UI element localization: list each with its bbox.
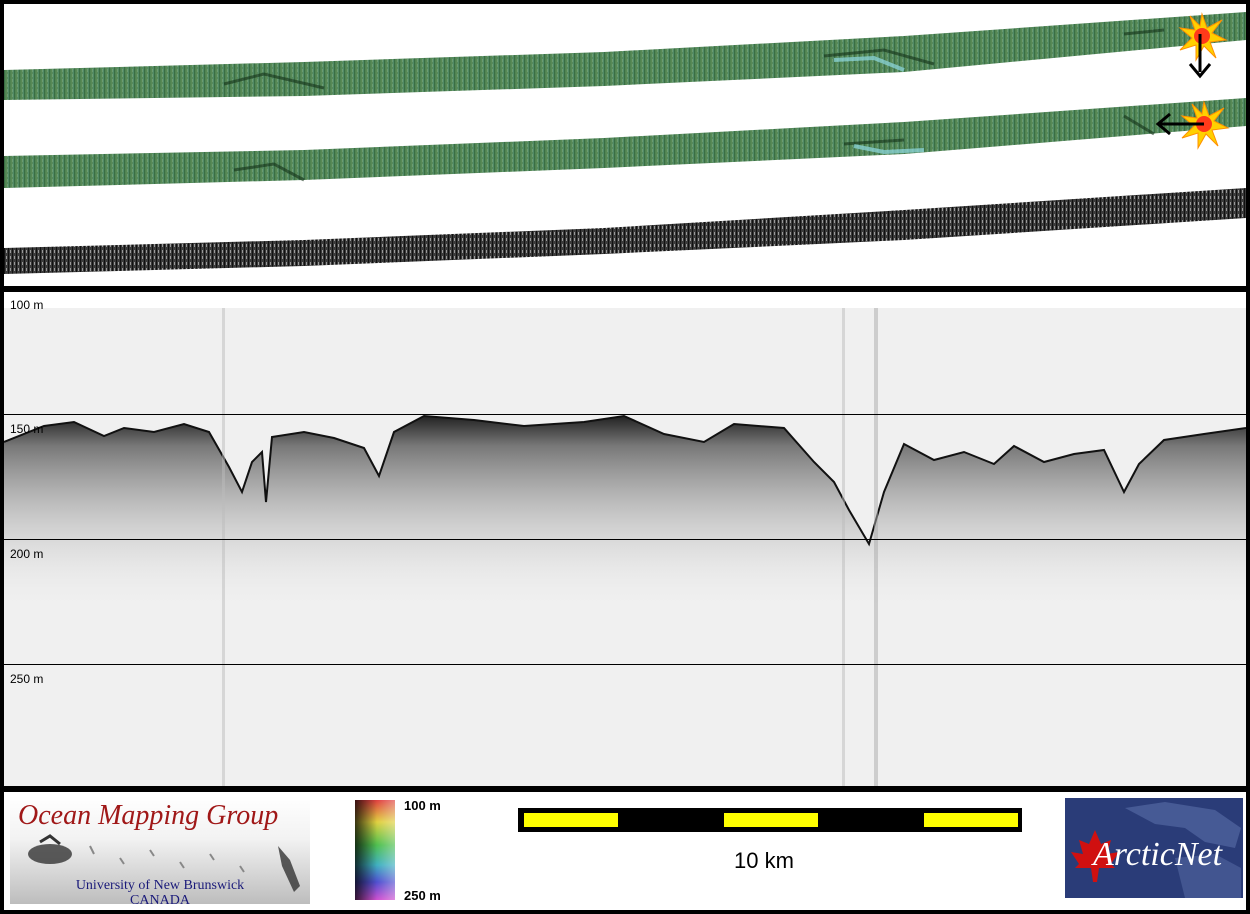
seafloor-echo bbox=[4, 416, 1246, 612]
maple-leaf-icon bbox=[1071, 830, 1119, 882]
depth-label-250: 250 m bbox=[10, 672, 44, 686]
scale-bar-segment bbox=[524, 813, 618, 827]
arcticnet-map-graphic bbox=[1071, 802, 1241, 898]
colorbar-top-label: 100 m bbox=[404, 798, 441, 813]
depth-gridline-250 bbox=[4, 664, 1246, 665]
omg-logo-title: Ocean Mapping Group bbox=[18, 800, 279, 831]
ocean-mapping-group-logo: Ocean Mapping Group University of New Br… bbox=[10, 796, 310, 904]
arcticnet-logo: ArcticNet bbox=[1065, 798, 1243, 898]
depth-label-200: 200 m bbox=[10, 547, 44, 561]
sun-marker-icon bbox=[1178, 12, 1228, 62]
scale-label: 10 km bbox=[734, 848, 794, 873]
omg-logo-subtitle: University of New Brunswick CANADA bbox=[10, 878, 310, 904]
swath-backscatter bbox=[4, 188, 1246, 274]
depth-gridline-150 bbox=[4, 414, 1246, 415]
swath-map-panel bbox=[4, 4, 1246, 286]
omg-logo-graphic bbox=[28, 834, 300, 892]
omg-country: CANADA bbox=[130, 893, 190, 904]
depth-profile-panel: 100 m 150 m 200 m 250 m bbox=[4, 292, 1246, 786]
depth-gridline-200 bbox=[4, 539, 1246, 540]
arcticnet-text: ArcticNet bbox=[1093, 836, 1223, 873]
scale-bar-segment bbox=[724, 813, 818, 827]
depth-label-100: 100 m bbox=[10, 298, 44, 312]
swath-bathymetry-2 bbox=[4, 98, 1246, 188]
swath-map bbox=[4, 12, 1246, 274]
legend-panel: Ocean Mapping Group University of New Br… bbox=[4, 792, 1246, 910]
scale-bar bbox=[518, 808, 1022, 832]
depth-label-150: 150 m bbox=[10, 422, 44, 436]
depth-profile bbox=[4, 292, 1246, 786]
arrow-left-icon bbox=[1155, 112, 1204, 136]
colorbar-bottom-label: 250 m bbox=[404, 888, 441, 903]
swath-bathymetry-1 bbox=[4, 12, 1246, 100]
scale-bar-segment bbox=[924, 813, 1018, 827]
depth-colorbar bbox=[355, 800, 395, 900]
omg-university: University of New Brunswick bbox=[75, 878, 245, 893]
arrow-down-icon bbox=[1188, 34, 1212, 79]
